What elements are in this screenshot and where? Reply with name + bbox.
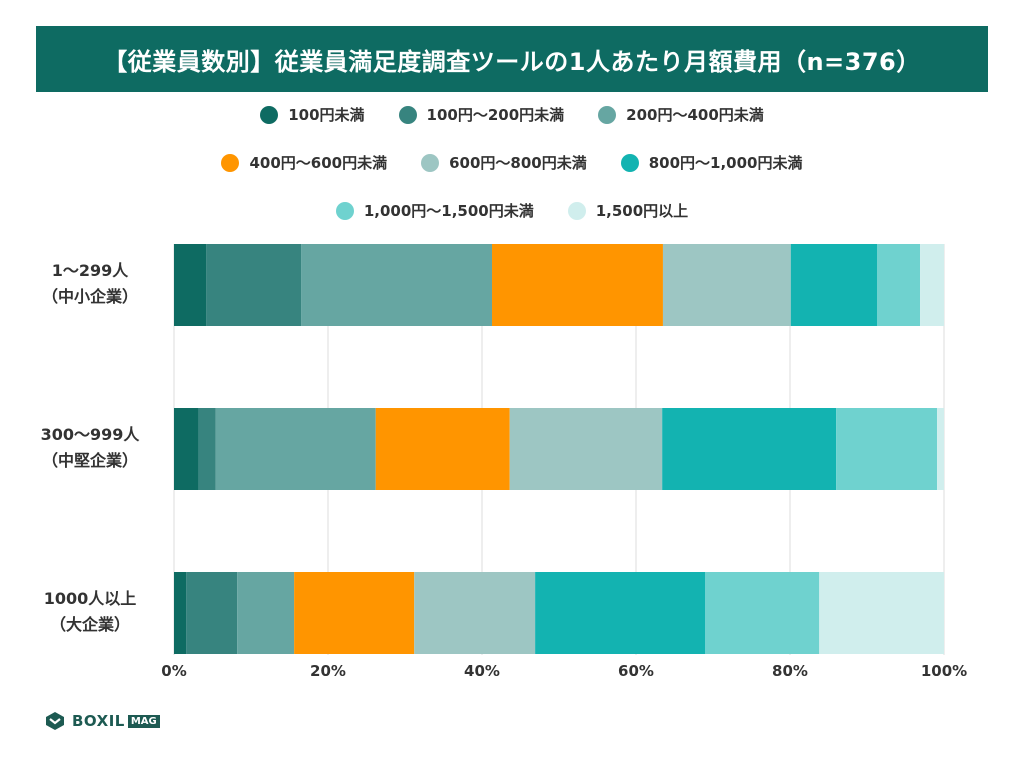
legend-item: 1,500円以上	[567, 200, 689, 221]
legend-row-2: 400円〜600円未満 600円〜800円未満 800円〜1,000円未満	[0, 152, 1024, 173]
category-label-medium: 300〜999人 （中堅企業）	[20, 422, 160, 474]
title-bar: 【従業員数別】従業員満足度調査ツールの1人あたり月額費用（n=376）	[36, 26, 988, 92]
legend-swatch	[398, 105, 417, 124]
x-tick-label: 100%	[921, 662, 967, 680]
category-label-line2: （中小企業）	[41, 287, 138, 306]
bar-segment	[509, 408, 663, 490]
bar-segment	[662, 244, 791, 326]
legend-label: 1,000円〜1,500円未満	[363, 202, 534, 220]
bar-segment	[174, 244, 207, 326]
category-label-line2: （中堅企業）	[41, 451, 138, 470]
bar-segment	[877, 244, 921, 326]
category-label-small: 1〜299人 （中小企業）	[20, 258, 160, 310]
brand-sub: MAG	[127, 714, 160, 728]
legend-swatch	[567, 201, 586, 220]
bar-segment	[186, 572, 238, 654]
legend-swatch	[260, 105, 279, 124]
legend-row-1: 100円未満 100円〜200円未満 200円〜400円未満	[0, 104, 1024, 125]
bar-segment	[535, 572, 706, 654]
bar-segment	[920, 244, 944, 326]
legend-row-3: 1,000円〜1,500円未満 1,500円以上	[0, 200, 1024, 221]
category-label-line1: 300〜999人	[40, 425, 140, 444]
legend-item: 100円〜200円未満	[398, 104, 565, 125]
brand-logo: BOXIL MAG	[44, 710, 160, 732]
legend-item: 600円〜800円未満	[421, 152, 587, 173]
x-tick-label: 60%	[618, 662, 654, 680]
bar-segment	[375, 408, 510, 490]
bar-segment	[174, 408, 199, 490]
legend-swatch	[421, 153, 440, 172]
bar-segment	[174, 572, 187, 654]
legend-label: 600円〜800円未満	[449, 154, 587, 172]
legend-label: 100円未満	[288, 106, 365, 124]
bar-segment	[705, 572, 820, 654]
legend-label: 400円〜600円未満	[249, 154, 388, 172]
bar-segment	[215, 408, 376, 490]
category-label-line1: 1000人以上	[43, 589, 137, 608]
x-tick-label: 40%	[464, 662, 500, 680]
bar-segment	[836, 408, 938, 490]
bar-segment	[414, 572, 536, 654]
bar-segment	[206, 244, 302, 326]
bar-segment	[237, 572, 295, 654]
chart-title: 【従業員数別】従業員満足度調査ツールの1人あたり月額費用（n=376）	[103, 47, 921, 76]
bar-segment	[492, 244, 663, 326]
bar-segment	[819, 572, 944, 654]
category-label-line1: 1〜299人	[51, 261, 129, 280]
legend-swatch	[620, 153, 639, 172]
bar-segment	[937, 408, 944, 490]
legend-swatch	[598, 105, 617, 124]
legend-item: 1,000円〜1,500円未満	[335, 200, 534, 221]
legend-label: 800円〜1,000円未満	[648, 154, 803, 172]
legend-item: 400円〜600円未満	[221, 152, 387, 173]
legend-label: 100円〜200円未満	[426, 106, 565, 124]
legend-item: 200円〜400円未満	[598, 104, 764, 125]
category-label-large: 1000人以上 （大企業）	[20, 586, 160, 638]
legend-swatch	[335, 201, 354, 220]
x-tick-label: 0%	[161, 662, 186, 680]
legend-item: 800円〜1,000円未満	[620, 152, 803, 173]
x-tick-label: 20%	[310, 662, 346, 680]
legend-swatch	[221, 153, 240, 172]
brand-name: BOXIL	[72, 712, 125, 730]
brand-logo-icon	[46, 712, 64, 730]
category-label-line2: （大企業）	[49, 615, 130, 634]
bar-segment	[198, 408, 216, 490]
bar-segment	[294, 572, 415, 654]
legend-item: 100円未満	[260, 104, 365, 125]
bar-segment	[662, 408, 837, 490]
legend-label: 1,500円以上	[595, 202, 689, 220]
x-tick-label: 80%	[772, 662, 808, 680]
bar-segment	[790, 244, 878, 326]
bar-segment	[301, 244, 493, 326]
legend-label: 200円〜400円未満	[626, 106, 764, 124]
